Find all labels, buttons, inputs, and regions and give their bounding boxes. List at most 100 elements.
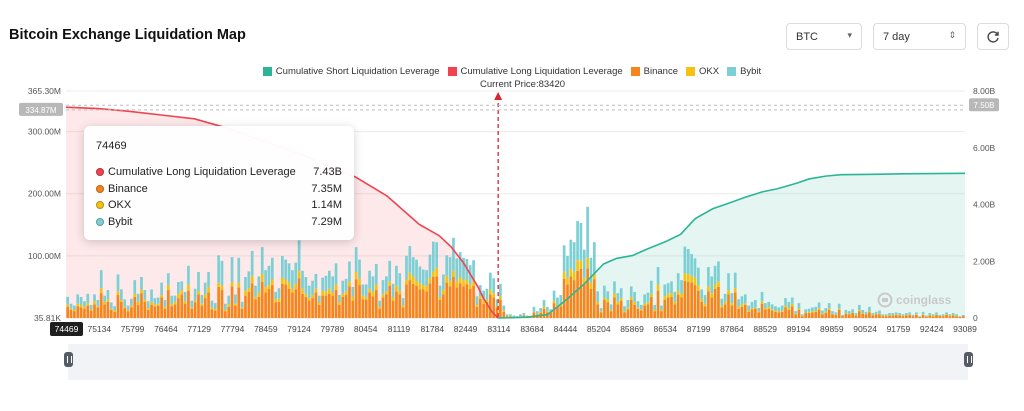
binance-bar [69, 309, 73, 319]
binance-bar [99, 293, 103, 319]
x-axis-tick: 89859 [820, 324, 844, 334]
bybit-bar [472, 260, 475, 282]
binance-bar [485, 301, 489, 319]
okx-bar [277, 298, 281, 302]
bybit-bar [247, 271, 251, 289]
legend-item[interactable]: Cumulative Short Liquidation Leverage [262, 66, 440, 77]
zoom-slider-left-handle[interactable] [64, 352, 73, 367]
okx-bar [884, 315, 888, 317]
legend-item[interactable]: Bybit [727, 66, 761, 77]
okx-bar [190, 307, 194, 309]
okx-bar [338, 302, 341, 305]
bybit-bar [921, 311, 925, 315]
bybit-bar [183, 291, 187, 302]
binance-bar [421, 289, 425, 319]
bybit-bar [663, 284, 667, 297]
bybit-bar [817, 302, 821, 309]
bybit-bar [670, 281, 673, 294]
okx-bar [482, 300, 485, 304]
okx-bar [646, 301, 650, 305]
bybit-bar [462, 257, 465, 281]
okx-bar [458, 277, 462, 284]
symbol-select-value: BTC [796, 30, 818, 43]
binance-bar [636, 308, 640, 319]
bybit-bar [881, 314, 885, 316]
binance-bar [126, 311, 130, 319]
okx-bar [411, 276, 415, 284]
binance-bar [166, 290, 170, 319]
bybit-bar [777, 307, 781, 312]
okx-bar [442, 289, 445, 295]
bybit-bar [351, 286, 355, 297]
okx-bar [673, 301, 677, 305]
binance-bar [187, 290, 190, 319]
bybit-bar [613, 281, 616, 294]
binance-bar [160, 297, 163, 319]
bybit-bar [193, 288, 197, 301]
refresh-button[interactable] [977, 23, 1009, 50]
bybit-bar [844, 309, 848, 314]
okx-bar [361, 295, 365, 300]
okx-bar [569, 268, 573, 277]
binance-bar [562, 278, 566, 319]
binance-bar [331, 295, 335, 319]
tooltip-dot [96, 201, 104, 210]
binance-bar [807, 313, 811, 319]
bybit-bar [710, 276, 714, 294]
okx-bar [784, 305, 787, 308]
bybit-bar [109, 302, 113, 309]
bybit-bar [442, 274, 445, 290]
binance-bar [415, 285, 418, 319]
binance-bar [103, 304, 106, 319]
bybit-bar [150, 289, 153, 302]
binance-bar [200, 305, 204, 319]
zoom-slider-right-handle[interactable] [964, 352, 973, 367]
binance-bar [183, 303, 187, 319]
okx-bar [418, 283, 422, 290]
okx-bar [790, 303, 794, 307]
okx-bar [901, 315, 905, 317]
okx-bar [287, 282, 291, 289]
bybit-bar [270, 257, 274, 280]
bybit-bar [626, 299, 630, 308]
okx-bar [291, 288, 294, 293]
binance-bar [653, 311, 657, 319]
bybit-bar [646, 292, 650, 302]
period-select[interactable]: 7 day ⇕ [873, 23, 966, 50]
okx-bar [307, 298, 311, 301]
bybit-bar [566, 255, 569, 278]
symbol-select[interactable]: BTC ▾ [786, 23, 862, 50]
caret-down-icon: ▾ [847, 30, 852, 40]
binance-bar [951, 315, 955, 319]
okx-bar [894, 314, 898, 315]
okx-bar [234, 303, 237, 306]
binance-bar [448, 286, 452, 319]
bybit-bar [633, 291, 636, 302]
binance-bar [847, 314, 851, 319]
binance-bar [495, 307, 499, 319]
okx-bar [747, 310, 750, 312]
okx-bar [824, 311, 828, 314]
okx-bar [89, 309, 93, 311]
okx-bar [931, 315, 935, 317]
legend-item[interactable]: OKX [686, 66, 719, 77]
bybit-bar [874, 311, 878, 314]
bybit-bar [539, 308, 543, 312]
binance-bar [566, 284, 569, 319]
bybit-bar [650, 280, 653, 294]
bybit-bar [794, 311, 797, 314]
binance-bar [894, 314, 898, 319]
zoom-slider-track[interactable] [68, 344, 968, 380]
okx-bar [180, 290, 184, 295]
x-axis-tick: 77794 [221, 324, 245, 334]
bybit-bar [582, 249, 586, 279]
legend-item[interactable]: Binance [630, 66, 678, 77]
x-axis-tick: 75134 [87, 324, 111, 334]
bybit-bar [522, 313, 526, 315]
bybit-bar [163, 299, 167, 307]
bybit-bar [244, 277, 247, 291]
okx-bar [700, 298, 704, 302]
legend-item[interactable]: Cumulative Long Liquidation Leverage [447, 66, 623, 77]
okx-bar [827, 308, 831, 310]
bybit-bar [951, 313, 955, 315]
